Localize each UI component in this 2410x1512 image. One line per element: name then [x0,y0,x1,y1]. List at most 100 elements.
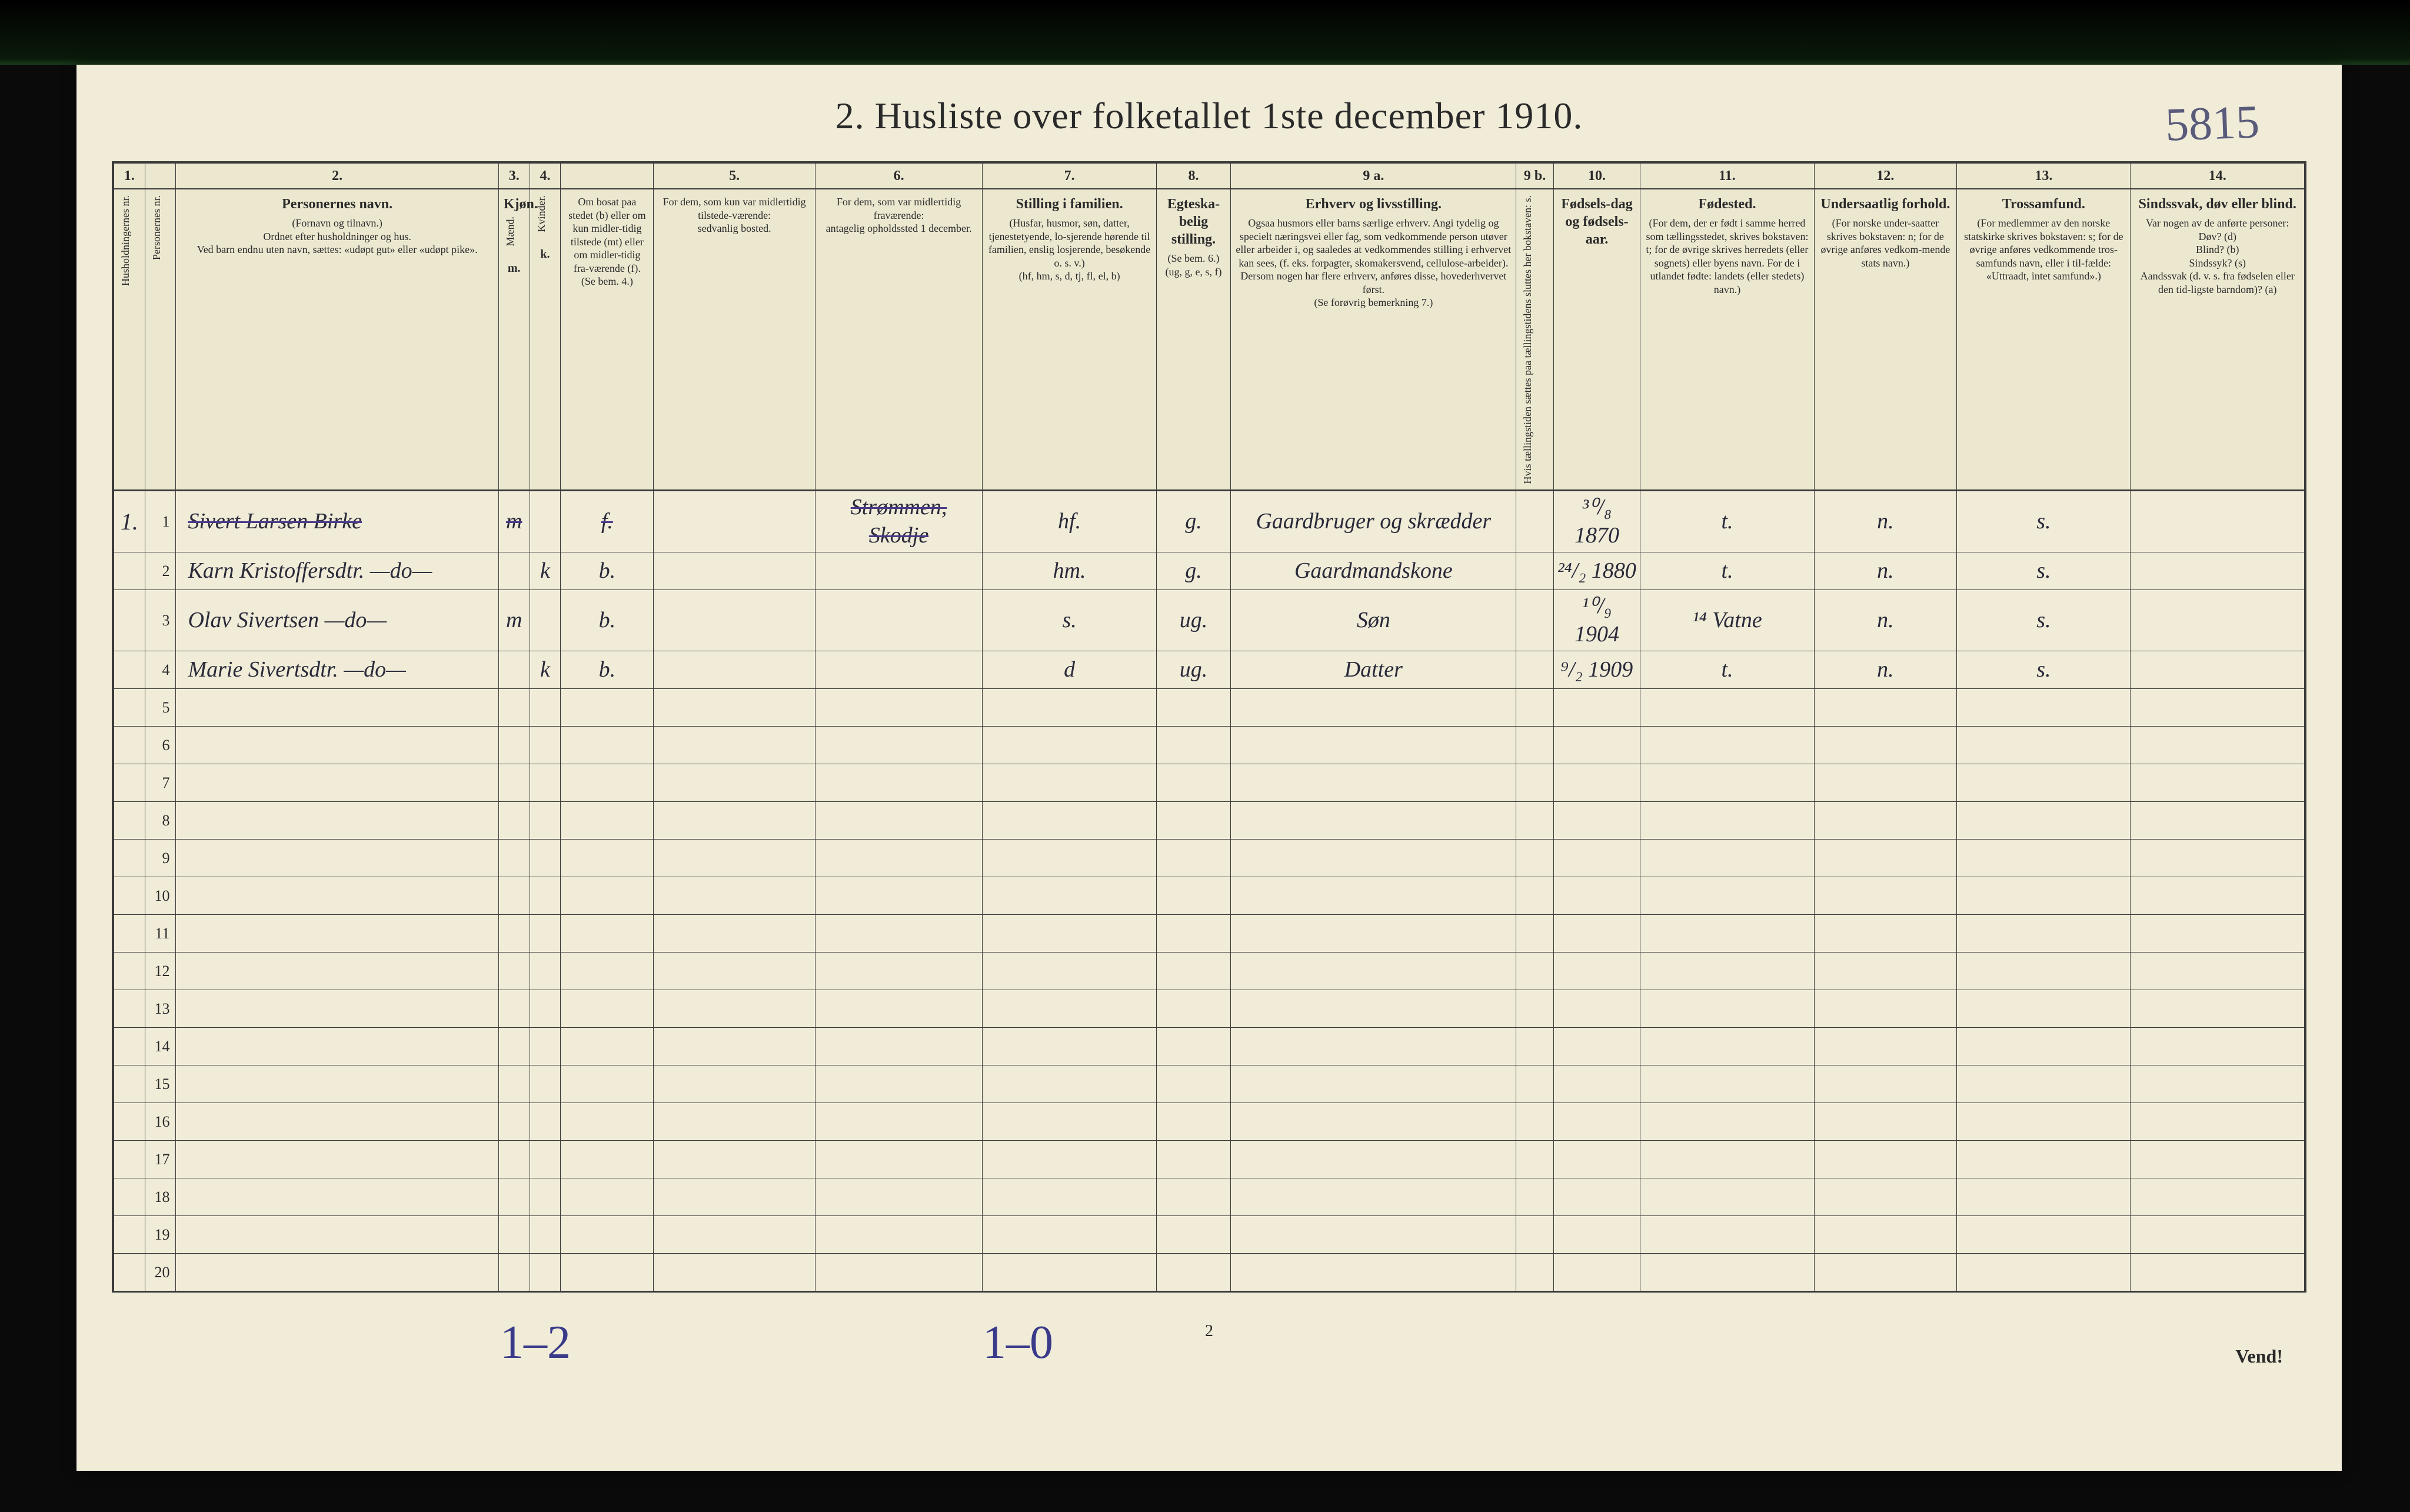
cell [1640,1216,1814,1254]
cell [1640,727,1814,764]
cell [2131,491,2305,552]
cell [1814,802,1957,840]
table-row: 17 [114,1141,2305,1178]
cell [1553,1216,1640,1254]
cell [1553,689,1640,727]
cell [2131,1141,2305,1178]
cell [1640,1028,1814,1065]
cell [1814,727,1957,764]
cell [1516,1254,1553,1291]
cell [654,1028,815,1065]
cell [561,840,654,877]
cell [561,1216,654,1254]
cell [1814,689,1957,727]
cell [1640,764,1814,802]
cell [498,552,530,590]
cell [530,1178,561,1216]
cell [654,1065,815,1103]
cell [1516,1065,1553,1103]
table-row: 20 [114,1254,2305,1291]
cell [1957,953,2131,990]
cell [1553,1178,1640,1216]
cell [983,840,1156,877]
cell: 17 [145,1141,176,1178]
cell [983,764,1156,802]
cell [654,990,815,1028]
cell [530,1028,561,1065]
cell [561,802,654,840]
cell [561,1178,654,1216]
cell [1156,877,1231,915]
cell: k [530,651,561,689]
cell: hm. [983,552,1156,590]
cell [1553,802,1640,840]
cell: Strømmen, Skodje [815,491,983,552]
cell [2131,1028,2305,1065]
cell [561,1028,654,1065]
cell [1957,802,2131,840]
cell [1156,802,1231,840]
cell [1156,1141,1231,1178]
cell [815,651,983,689]
col-header-15: Trossamfund.(For medlemmer av den norske… [1957,189,2131,491]
cell [176,689,498,727]
col-header-0: Husholdningernes nr. [114,189,145,491]
cell [1814,1065,1957,1103]
cell [815,1103,983,1141]
cell: 2 [145,552,176,590]
cell: ¹⁰/₉ 1904 [1553,590,1640,651]
cell [1231,990,1516,1028]
cell [176,1178,498,1216]
cell [1516,840,1553,877]
cell [1516,1141,1553,1178]
cell: b. [561,590,654,651]
cell [561,877,654,915]
cell [114,1254,145,1291]
cell [1156,1103,1231,1141]
cell [1814,1141,1957,1178]
cell: f. [561,491,654,552]
cell [1814,1103,1957,1141]
cell [2131,953,2305,990]
cell [1231,1065,1516,1103]
cell: n. [1814,491,1957,552]
cell [1814,840,1957,877]
cell [498,877,530,915]
cell: s. [1957,491,2131,552]
cell [530,1141,561,1178]
cell [654,651,815,689]
cell [983,990,1156,1028]
column-number-row: 1.2.3.4.5.6.7.8.9 a.9 b.10.11.12.13.14. [114,164,2305,189]
col-num-13: 11. [1640,164,1814,189]
cell [815,1254,983,1291]
cell: ¹⁴ Vatne [1640,590,1814,651]
cell [2131,1178,2305,1216]
cell [1553,840,1640,877]
cell [1231,915,1516,953]
cell [1814,990,1957,1028]
cell [1156,1216,1231,1254]
cell [1814,1028,1957,1065]
cell [654,1178,815,1216]
table-row: 1.1Sivert Larsen Birkemf.Strømmen, Skodj… [114,491,2305,552]
col-num-6: 5. [654,164,815,189]
cell [654,590,815,651]
cell [498,1028,530,1065]
cell [1814,953,1957,990]
cell: 4 [145,651,176,689]
cell [530,1065,561,1103]
cell [114,1103,145,1141]
cell [530,990,561,1028]
cell [561,1065,654,1103]
cell [1553,1254,1640,1291]
col-header-14: Undersaatlig forhold.(For norske under-s… [1814,189,1957,491]
col-header-13: Fødested.(For dem, der er født i samme h… [1640,189,1814,491]
cell [498,990,530,1028]
cell: Gaardbruger og skrædder [1231,491,1516,552]
cell [815,1065,983,1103]
cell [1516,689,1553,727]
cell [1957,1254,2131,1291]
table-row: 15 [114,1065,2305,1103]
cell [2131,651,2305,689]
col-header-16: Sindssvak, døv eller blind.Var nogen av … [2131,189,2305,491]
